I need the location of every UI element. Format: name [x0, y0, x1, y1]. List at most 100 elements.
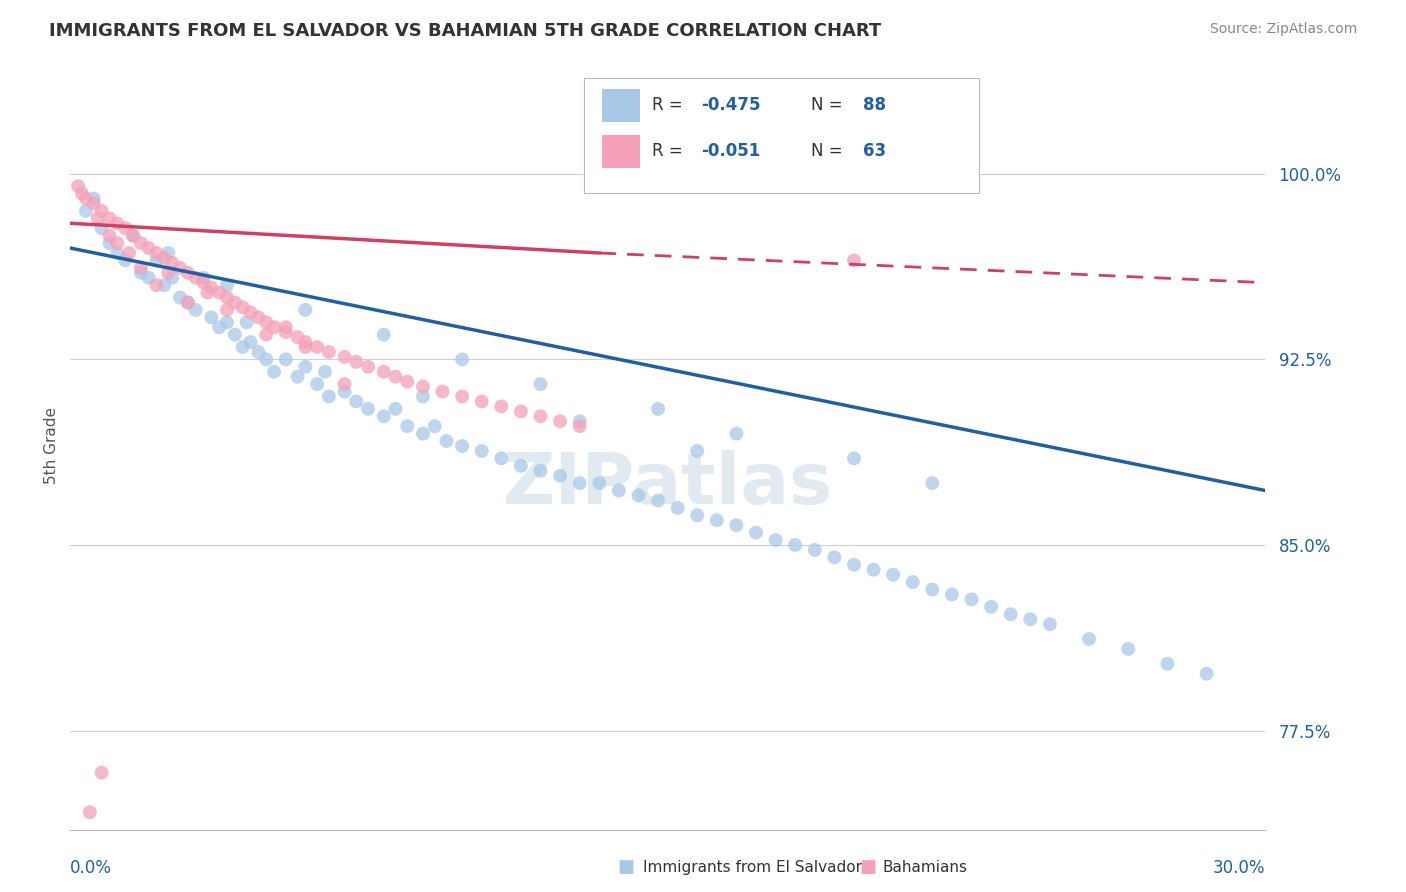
Point [333, 350, 356, 364]
Point [333, 377, 356, 392]
Point [193, 276, 215, 290]
Point [200, 280, 222, 294]
Text: ■: ■ [617, 858, 634, 876]
Point [157, 266, 180, 280]
Point [153, 251, 176, 265]
Point [79, 805, 101, 820]
Point [114, 253, 136, 268]
Point [247, 345, 270, 359]
Text: -0.051: -0.051 [702, 142, 761, 160]
Text: R =: R = [652, 95, 689, 113]
Point [686, 444, 709, 458]
Point [960, 592, 983, 607]
Point [921, 582, 943, 597]
Point [1116, 641, 1139, 656]
Point [1000, 607, 1022, 622]
Point [745, 525, 768, 540]
Point [941, 587, 963, 601]
Point [129, 236, 152, 251]
Point [548, 468, 571, 483]
Point [177, 266, 200, 280]
Text: N =: N = [811, 95, 848, 113]
Point [647, 401, 669, 416]
Point [70, 186, 93, 201]
Point [118, 246, 141, 260]
Text: 63: 63 [863, 142, 886, 160]
Point [607, 483, 630, 498]
Point [105, 236, 128, 251]
Point [344, 355, 367, 369]
Point [318, 345, 340, 359]
Point [412, 390, 434, 404]
Point [436, 434, 458, 448]
Point [785, 538, 807, 552]
Point [491, 400, 513, 414]
Point [588, 476, 610, 491]
Point [247, 310, 270, 325]
Point [568, 476, 591, 491]
Point [1019, 612, 1042, 626]
Point [200, 310, 222, 325]
Point [804, 543, 827, 558]
Text: N =: N = [811, 142, 848, 160]
Text: -0.475: -0.475 [702, 95, 761, 113]
Point [706, 513, 728, 527]
Point [215, 278, 238, 293]
Point [105, 216, 128, 230]
Text: ZIPatlas: ZIPatlas [503, 450, 832, 519]
Point [90, 765, 112, 780]
Point [122, 228, 145, 243]
Point [842, 253, 865, 268]
Point [224, 295, 246, 310]
Point [396, 375, 419, 389]
Point [412, 426, 434, 441]
Point [122, 228, 145, 243]
Point [1195, 666, 1218, 681]
Point [169, 260, 191, 275]
Point [287, 369, 309, 384]
Point [169, 291, 191, 305]
Point [138, 241, 160, 255]
Text: ■: ■ [859, 858, 876, 876]
Point [412, 379, 434, 393]
Point [75, 192, 97, 206]
Point [548, 414, 571, 428]
Point [67, 179, 90, 194]
Point [129, 260, 152, 275]
Point [373, 409, 395, 424]
Point [83, 192, 105, 206]
Point [1156, 657, 1178, 671]
Point [842, 558, 865, 572]
Point [215, 291, 238, 305]
Point [344, 394, 367, 409]
Point [396, 419, 419, 434]
Point [666, 500, 689, 515]
Point [184, 270, 207, 285]
Point [274, 325, 297, 339]
Point [432, 384, 454, 399]
Point [1039, 617, 1062, 632]
Point [254, 352, 277, 367]
Point [294, 359, 316, 374]
Text: IMMIGRANTS FROM EL SALVADOR VS BAHAMIAN 5TH GRADE CORRELATION CHART: IMMIGRANTS FROM EL SALVADOR VS BAHAMIAN … [49, 22, 882, 40]
Point [765, 533, 787, 547]
Point [160, 256, 183, 270]
Point [184, 302, 207, 317]
Point [357, 359, 380, 374]
Text: 30.0%: 30.0% [1213, 859, 1265, 877]
Point [224, 327, 246, 342]
FancyBboxPatch shape [602, 89, 640, 121]
Point [145, 246, 167, 260]
Point [98, 211, 121, 226]
Point [373, 365, 395, 379]
Point [83, 196, 105, 211]
Point [160, 270, 183, 285]
Point [451, 439, 474, 453]
Point [568, 419, 591, 434]
Point [882, 567, 904, 582]
Point [193, 270, 215, 285]
Point [254, 327, 277, 342]
Point [177, 295, 200, 310]
Point [254, 315, 277, 329]
Point [568, 414, 591, 428]
